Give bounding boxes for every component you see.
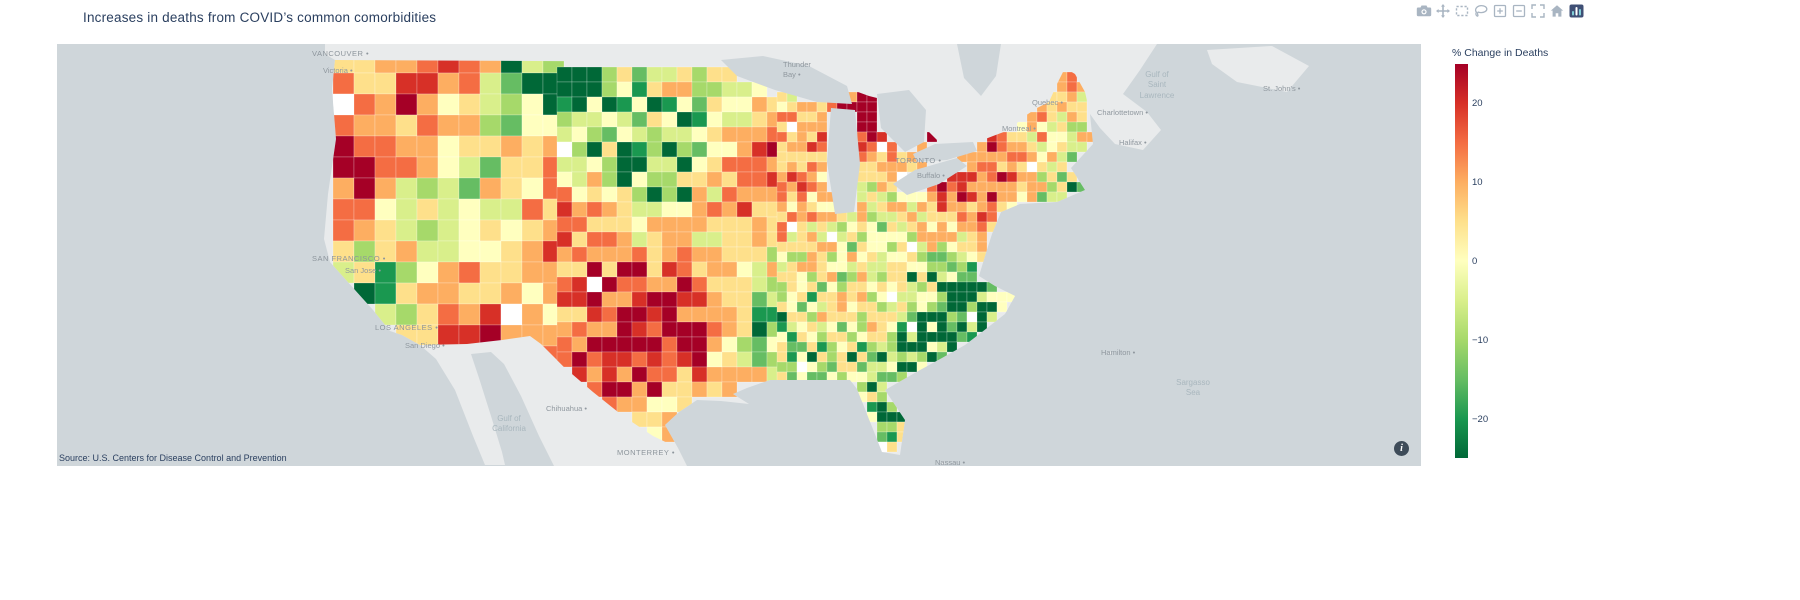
source-attribution: Source: U.S. Centers for Disease Control…	[59, 453, 287, 463]
basemap-svg	[57, 44, 1421, 466]
colorbar-tick: 20	[1472, 98, 1483, 110]
modebar	[1416, 3, 1584, 19]
plotly-logo-icon[interactable]	[1568, 4, 1584, 19]
colorbar-tick: 0	[1472, 256, 1478, 267]
colorbar-tick: −20	[1472, 413, 1489, 425]
choropleth-map[interactable]: VANCOUVERVictoriaThunder BayQuebecMontre…	[57, 44, 1421, 466]
autoscale-icon[interactable]	[1530, 4, 1546, 19]
info-icon: i	[1400, 443, 1403, 454]
chart-title: Increases in deaths from COVID’s common …	[83, 10, 437, 25]
zoom-in-icon[interactable]	[1492, 4, 1508, 19]
colorbar-tick: 10	[1472, 177, 1483, 189]
pan-icon[interactable]	[1435, 4, 1451, 19]
camera-icon[interactable]	[1416, 4, 1432, 19]
colorbar-gradient	[1455, 64, 1468, 458]
box-select-icon[interactable]	[1454, 4, 1470, 19]
colorbar-legend: % Change in Deaths 20 10 0 −10 −20	[1452, 47, 1562, 477]
info-button[interactable]: i	[1394, 441, 1409, 456]
reset-view-icon[interactable]	[1549, 4, 1565, 19]
colorbar-tick: −10	[1472, 334, 1489, 346]
lasso-select-icon[interactable]	[1473, 4, 1489, 19]
colorbar-title: % Change in Deaths	[1452, 47, 1549, 59]
zoom-out-icon[interactable]	[1511, 4, 1527, 19]
